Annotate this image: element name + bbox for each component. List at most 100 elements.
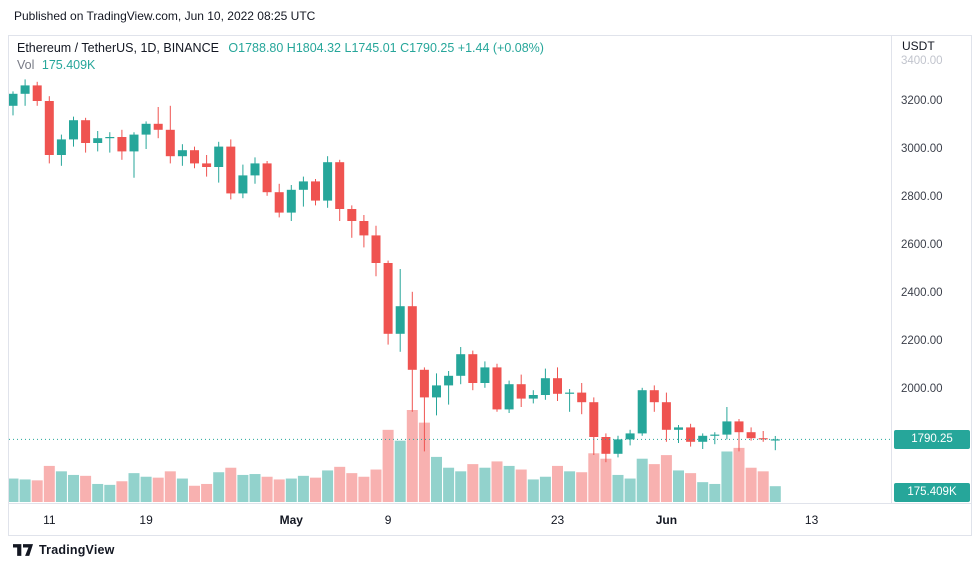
volume-bar: [673, 470, 684, 502]
volume-bar: [55, 471, 67, 502]
volume-bar: [31, 480, 43, 502]
tradingview-attribution[interactable]: TradingView: [13, 543, 115, 557]
volume-bar: [503, 465, 515, 502]
candle-body: [9, 93, 18, 106]
volume-bar: [334, 466, 346, 502]
volume-bar: [600, 458, 612, 502]
volume-bar: [140, 476, 152, 502]
price-axis[interactable]: USDT 3400.00 3200.00 3000.00 2800.00 2600.00…: [891, 36, 971, 503]
candle-body: [226, 146, 236, 194]
volume-bar: [769, 486, 781, 502]
volume-bar: [213, 472, 225, 502]
candle-body: [770, 439, 780, 441]
candle-body: [480, 367, 490, 383]
legend-line-2: Vol 175.409K: [17, 58, 544, 72]
symbol-title: Ethereum / TetherUS, 1D, BINANCE: [17, 41, 219, 55]
volume-bar: [733, 447, 745, 502]
volume-bar: [539, 476, 551, 502]
volume-badge: 175.409K: [894, 483, 970, 502]
tradingview-com-link[interactable]: TradingView.com: [86, 9, 178, 23]
volume-bar: [261, 476, 273, 502]
candle-body: [298, 181, 308, 190]
volume-bar: [9, 478, 19, 502]
candle-body: [177, 150, 187, 157]
candle-body: [214, 146, 224, 167]
candle-body: [698, 435, 708, 442]
volume-bar: [322, 470, 334, 502]
price-axis-unit: USDT: [902, 39, 935, 53]
y-tick-label: 2800.00: [901, 190, 943, 203]
x-tick-label: 9: [384, 513, 392, 527]
volume-bar: [697, 482, 709, 502]
candle-body: [528, 395, 538, 399]
candle-body: [637, 390, 647, 434]
volume-bar: [285, 478, 297, 502]
volume-bar: [491, 461, 503, 502]
candle-body: [371, 235, 381, 263]
published-prefix: Published on: [14, 9, 87, 23]
last-price-badge: 1790.25: [894, 429, 970, 449]
candle-body: [589, 402, 599, 437]
candle-body: [746, 432, 756, 439]
candle-body: [504, 384, 514, 410]
tradingview-logo-icon: [13, 544, 33, 556]
volume-bar: [43, 465, 55, 502]
volume-bar: [588, 453, 600, 502]
candle-body: [153, 123, 163, 130]
candle-body: [419, 369, 429, 398]
candle-body: [492, 367, 502, 410]
candle-body: [613, 439, 623, 454]
y-tick-label: 2200.00: [901, 334, 943, 347]
time-axis[interactable]: 11 19 May 9 23 Jun 13: [9, 503, 971, 535]
candle-body: [117, 137, 127, 152]
volume-bar: [249, 474, 261, 502]
candle-body: [359, 221, 369, 236]
candle-body: [734, 421, 744, 433]
candle-body: [323, 162, 333, 201]
candle-body: [661, 402, 671, 430]
volume-bar: [418, 422, 430, 502]
candle-body: [93, 138, 103, 143]
volume-bar: [431, 456, 442, 502]
candle-body: [129, 134, 139, 152]
volume-bar: [648, 464, 660, 502]
volume-bar: [394, 440, 406, 502]
volume-bar: [612, 474, 624, 502]
chart-canvas[interactable]: [9, 36, 891, 503]
volume-bar: [152, 477, 164, 502]
volume-bar: [370, 469, 382, 502]
candle-body: [32, 85, 42, 101]
volume-bar: [273, 479, 285, 502]
volume-bar: [164, 471, 176, 502]
x-tick-label: 11: [43, 513, 56, 527]
y-tick-label: 2400.00: [901, 286, 943, 299]
candle-body: [69, 120, 78, 140]
candle-body: [56, 139, 66, 155]
volume-label: Vol: [17, 58, 35, 72]
candle-body: [649, 390, 659, 403]
volume-bar: [757, 471, 769, 502]
candle-body: [250, 163, 260, 176]
volume-bar: [346, 473, 358, 502]
volume-bar: [479, 467, 491, 502]
candle-body: [456, 354, 466, 376]
candle-body: [383, 263, 393, 334]
candlestick-chart[interactable]: [9, 36, 891, 503]
x-tick-label: May: [279, 513, 303, 527]
volume-bar: [176, 478, 188, 502]
candle-body: [105, 137, 115, 139]
volume-bar: [721, 451, 733, 502]
x-tick-label: Jun: [655, 513, 678, 527]
volume-bar: [564, 471, 576, 502]
candle-body: [565, 392, 575, 394]
candle-body: [577, 392, 587, 403]
volume-bar: [80, 475, 92, 502]
volume-bar: [104, 484, 116, 502]
volume-bar: [382, 429, 394, 502]
candle-body: [710, 434, 720, 436]
ohlc-values: O1788.80 H1804.32 L1745.01 C1790.25 +1.4…: [228, 41, 544, 55]
candle-body: [468, 354, 478, 383]
candle-body: [202, 163, 212, 167]
candle-body: [190, 150, 199, 164]
candle-body: [20, 85, 30, 94]
